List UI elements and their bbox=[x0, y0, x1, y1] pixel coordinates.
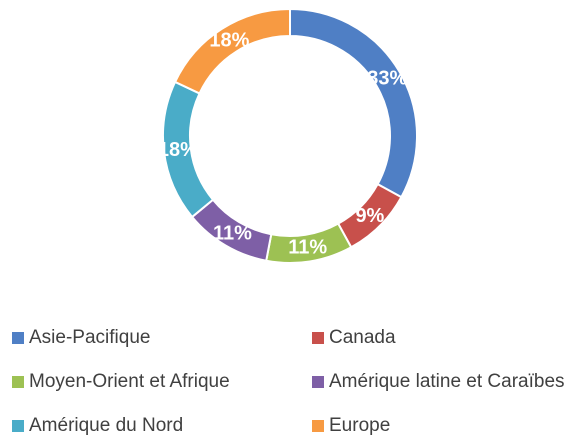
legend-item-amerique-du-nord: Amérique du Nord bbox=[12, 404, 312, 448]
data-label-canada: 9% bbox=[355, 205, 384, 227]
data-label-amerique-latine-et-caraibes: 11% bbox=[213, 222, 252, 244]
legend-swatch bbox=[12, 332, 24, 344]
legend-swatch bbox=[312, 332, 324, 344]
legend-label: Amérique du Nord bbox=[29, 415, 184, 436]
legend-swatch bbox=[12, 420, 24, 432]
legend-label: Moyen-Orient et Afrique bbox=[29, 371, 230, 392]
data-label-amerique-du-nord: 18% bbox=[158, 139, 198, 161]
legend-swatch bbox=[12, 376, 24, 388]
legend-swatch bbox=[312, 376, 324, 388]
legend-item-moyen-orient-et-afrique: Moyen-Orient et Afrique bbox=[12, 360, 312, 404]
data-label-moyen-orient-et-afrique: 11% bbox=[288, 237, 327, 259]
legend-label: Europe bbox=[329, 415, 391, 436]
legend-item-canada: Canada bbox=[312, 316, 582, 360]
chart-legend: Asie-Pacifique Canada Moyen-Orient et Afri… bbox=[12, 316, 587, 448]
legend-item-europe: Europe bbox=[312, 404, 582, 448]
slice-europe bbox=[173, 7, 291, 95]
donut-data-labels: 33% 9% 11% 11% 18% 18% bbox=[158, 30, 408, 259]
data-label-europe: 18% bbox=[209, 30, 249, 52]
legend-label: Amérique latine et Caraïbes bbox=[329, 371, 565, 392]
data-label-asie-pacifique: 33% bbox=[367, 67, 407, 89]
donut-slices bbox=[162, 7, 418, 264]
legend-item-amerique-latine-et-caraibes: Amérique latine et Caraïbes bbox=[312, 360, 582, 404]
legend-label: Canada bbox=[329, 327, 396, 348]
donut-chart-plot: 33% 9% 11% 11% 18% 18% bbox=[158, 7, 418, 264]
slice-asie-pacifique bbox=[289, 7, 418, 199]
legend-label: Asie-Pacifique bbox=[29, 327, 151, 348]
legend-item-asie-pacifique: Asie-Pacifique bbox=[12, 316, 312, 360]
legend-swatch bbox=[312, 420, 324, 432]
